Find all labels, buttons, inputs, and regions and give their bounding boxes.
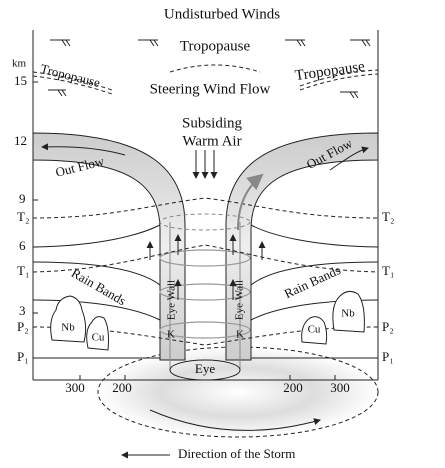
left-axis-label: 6: [19, 238, 26, 253]
k-label: K: [167, 329, 175, 341]
eye-cylinder: [159, 213, 251, 381]
subsiding-label: Subsiding: [182, 115, 243, 131]
cloud-label: Nb: [61, 322, 75, 334]
updraft-arrow: [237, 173, 264, 231]
tropopause-line: [32, 75, 113, 95]
outflow-band: [225, 132, 379, 361]
left-axis-label: km: [12, 58, 27, 70]
left-axis-label: 15: [14, 73, 27, 88]
distance-label: 300: [330, 380, 350, 395]
cloud-label: Cu: [92, 332, 105, 344]
outflow-band: [32, 132, 186, 361]
eye-wall-label: Eye Wall: [234, 280, 246, 320]
cloud-label: Cu: [308, 324, 321, 336]
clouds: [50, 290, 365, 351]
right-axis-label: P₁: [382, 349, 394, 364]
wind-barbs: [48, 39, 371, 99]
k-label: K: [236, 329, 244, 341]
level-line: [32, 261, 161, 286]
level-line: [250, 261, 379, 286]
left-axis-label: 3: [19, 303, 26, 318]
tropopause-line: [299, 73, 379, 91]
left-axis-label: 9: [19, 191, 26, 206]
cloud-label: Nb: [341, 308, 355, 320]
swirl-arrow: [149, 409, 321, 431]
distance-label: 300: [65, 380, 85, 395]
level-line: [32, 224, 161, 248]
rain-bands-label: Rain Bands: [282, 262, 343, 301]
t2-line: [32, 197, 379, 219]
title: Undisturbed Winds: [164, 6, 280, 22]
eye-wall-label: Eye Wall: [166, 280, 178, 320]
tropopause-line: [32, 71, 113, 91]
left-axis-label: 12: [14, 133, 27, 148]
tropopause-line: [169, 64, 261, 73]
left-axis-label: P₁: [17, 349, 29, 364]
footer-label: Direction of the Storm: [178, 446, 295, 461]
left-axis-label: T₂: [17, 209, 29, 224]
right-axis-label: T₁: [382, 263, 394, 278]
left-axis-label: T₁: [17, 263, 29, 278]
steering-wind-label: Steering Wind Flow: [150, 81, 271, 97]
level-line: [250, 224, 379, 248]
right-axis-label: P₂: [382, 319, 394, 334]
tropopause-label: Tropopause: [39, 61, 102, 90]
subsiding-label: Warm Air: [182, 133, 241, 149]
tropopause-label: Tropopause: [294, 59, 366, 85]
eye-label: Eye: [195, 361, 215, 376]
distance-label: 200: [283, 380, 303, 395]
distance-label: 200: [112, 380, 132, 395]
tropopause-line: [299, 69, 379, 87]
right-axis-label: T₂: [382, 209, 394, 224]
tropopause-label: Tropopause: [180, 38, 251, 54]
left-axis-label: P₂: [17, 319, 29, 334]
level-line: [32, 299, 161, 321]
flow-arrows: [41, 143, 369, 300]
